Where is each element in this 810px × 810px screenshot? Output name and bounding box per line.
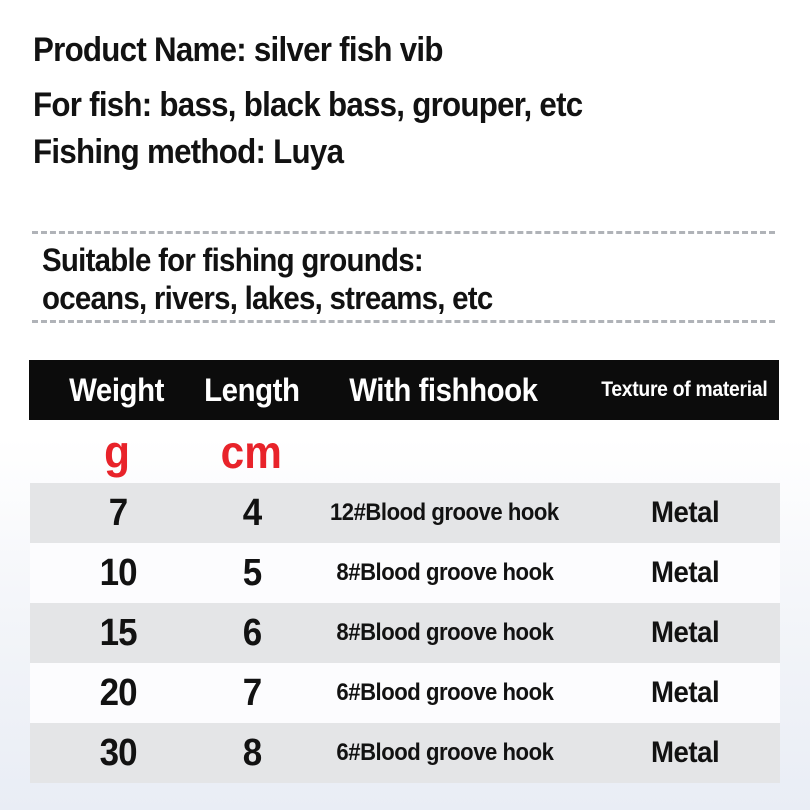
material-value: Metal — [650, 676, 720, 709]
material-value: Metal — [650, 556, 720, 589]
fishing-method-text: Fishing method: Luya — [33, 133, 344, 171]
spec-row-2: 10 5 8#Blood groove hook Metal — [30, 543, 780, 603]
spec-table-header: Weight Length With fishhook Texture of m… — [29, 360, 779, 420]
fishhook-value: 12#Blood groove hook — [330, 499, 559, 526]
spec-table-body: 7 4 12#Blood groove hook Metal 10 5 8#Bl… — [30, 483, 780, 783]
header-texture-of-material: Texture of material — [600, 378, 768, 401]
fishhook-value: 6#Blood groove hook — [335, 679, 553, 706]
length-unit-label: cm — [220, 425, 283, 478]
product-name-text: Product Name: silver fish vib — [33, 31, 443, 69]
fishing-grounds-list: oceans, rivers, lakes, streams, etc — [42, 280, 493, 316]
dashed-divider-top — [32, 231, 775, 234]
spec-row-4: 20 7 6#Blood groove hook Metal — [30, 663, 780, 723]
length-value: 4 — [243, 491, 262, 534]
length-value: 7 — [243, 671, 262, 714]
spec-row-1: 7 4 12#Blood groove hook Metal — [30, 483, 780, 543]
fishhook-value: 8#Blood groove hook — [335, 619, 553, 646]
weight-value: 7 — [108, 491, 128, 534]
header-length: Length — [203, 371, 300, 408]
units-row: g cm — [29, 420, 779, 483]
spec-row-5: 30 8 6#Blood groove hook Metal — [30, 723, 780, 783]
fishhook-value: 6#Blood groove hook — [335, 739, 553, 766]
length-value: 8 — [243, 731, 262, 774]
weight-unit-label: g — [104, 425, 130, 478]
header-with-fishhook: With fishhook — [349, 371, 538, 408]
length-value: 6 — [243, 611, 262, 654]
weight-value: 20 — [99, 671, 137, 714]
material-value: Metal — [650, 616, 720, 649]
weight-value: 15 — [99, 611, 137, 654]
for-fish-text: For fish: bass, black bass, grouper, etc — [33, 86, 583, 124]
material-value: Metal — [650, 736, 720, 769]
fishhook-value: 8#Blood groove hook — [335, 559, 553, 586]
weight-value: 10 — [99, 551, 137, 594]
weight-value: 30 — [99, 731, 137, 774]
spec-row-3: 15 6 8#Blood groove hook Metal — [30, 603, 780, 663]
material-value: Metal — [650, 496, 720, 529]
length-value: 5 — [243, 551, 262, 594]
dashed-divider-bottom — [32, 320, 775, 323]
header-weight: Weight — [69, 371, 165, 408]
fishing-grounds-title: Suitable for fishing grounds: — [42, 242, 424, 278]
